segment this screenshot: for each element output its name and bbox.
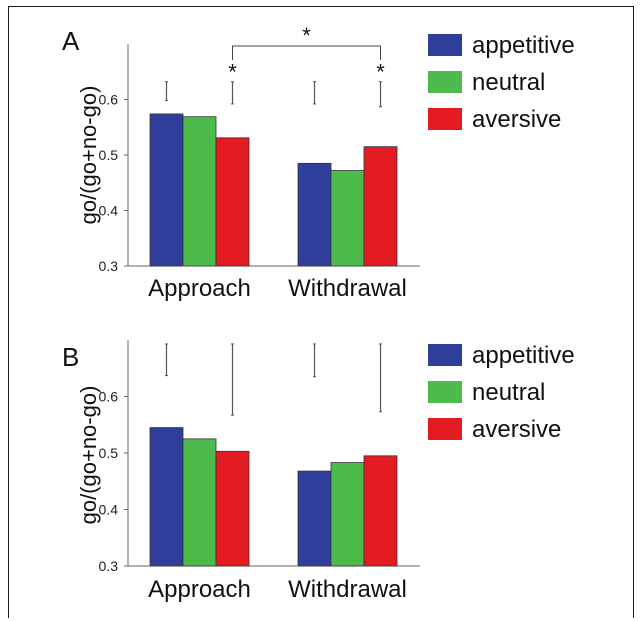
- legend-label-aversive: aversive: [472, 416, 561, 443]
- bar-withdrawal-neutral: [330, 170, 365, 267]
- y-tick-label: 0.6: [99, 92, 119, 108]
- y-tick-label: 0.3: [99, 558, 119, 574]
- significance-star: *: [376, 60, 385, 85]
- bar-withdrawal-aversive: [363, 455, 398, 567]
- x-category-label: Withdrawal: [288, 275, 407, 302]
- bar-withdrawal-neutral: [330, 462, 365, 567]
- legend-swatch-appetitive: [428, 344, 462, 366]
- bar-approach-neutral: [182, 116, 217, 267]
- legend-swatch-neutral: [428, 381, 462, 403]
- significance-bracket: [232, 45, 381, 60]
- legend-label-appetitive: appetitive: [472, 32, 575, 59]
- y-tick-label: 0.5: [99, 147, 119, 163]
- bar-withdrawal-aversive: [363, 146, 398, 267]
- figure-frame: [8, 6, 634, 618]
- bar-approach-appetitive: [149, 427, 184, 567]
- legend-swatch-neutral: [428, 71, 462, 93]
- panel-label: B: [62, 342, 79, 372]
- bar-approach-appetitive: [149, 113, 184, 267]
- bar-approach-aversive: [215, 137, 250, 267]
- legend-label-neutral: neutral: [472, 379, 545, 406]
- y-tick-label: 0.4: [99, 203, 119, 219]
- bar-withdrawal-appetitive: [297, 162, 332, 267]
- x-category-label: Approach: [148, 576, 251, 603]
- y-tick-label: 0.4: [99, 502, 119, 518]
- significance-star: *: [302, 23, 311, 48]
- legend-label-neutral: neutral: [472, 69, 545, 96]
- bar-approach-neutral: [182, 438, 217, 567]
- chart-panel-a: Ago/(go+no-go) 0.3 0.4 0.5 0.6 Approach Withdr…: [62, 23, 575, 302]
- bar-approach-aversive: [215, 450, 250, 567]
- x-category-label: Approach: [148, 275, 251, 302]
- y-axis-label: go/(go+no-go): [76, 386, 101, 525]
- legend-swatch-aversive: [428, 108, 462, 130]
- x-category-label: Withdrawal: [288, 576, 407, 603]
- y-tick-label: 0.6: [99, 389, 119, 405]
- legend-label-appetitive: appetitive: [472, 342, 575, 369]
- y-tick-label: 0.5: [99, 445, 119, 461]
- y-tick-label: 0.3: [99, 258, 119, 274]
- legend-swatch-appetitive: [428, 34, 462, 56]
- panel-label: A: [62, 26, 80, 56]
- significance-star: *: [228, 60, 237, 85]
- chart-panel-b: Bgo/(go+no-go) 0.3 0.4 0.5 0.6 Approach Withdr…: [62, 340, 575, 603]
- legend-label-aversive: aversive: [472, 106, 561, 133]
- y-axis-label: go/(go+no-go): [76, 86, 101, 225]
- legend-swatch-aversive: [428, 418, 462, 440]
- bar-withdrawal-appetitive: [297, 470, 332, 567]
